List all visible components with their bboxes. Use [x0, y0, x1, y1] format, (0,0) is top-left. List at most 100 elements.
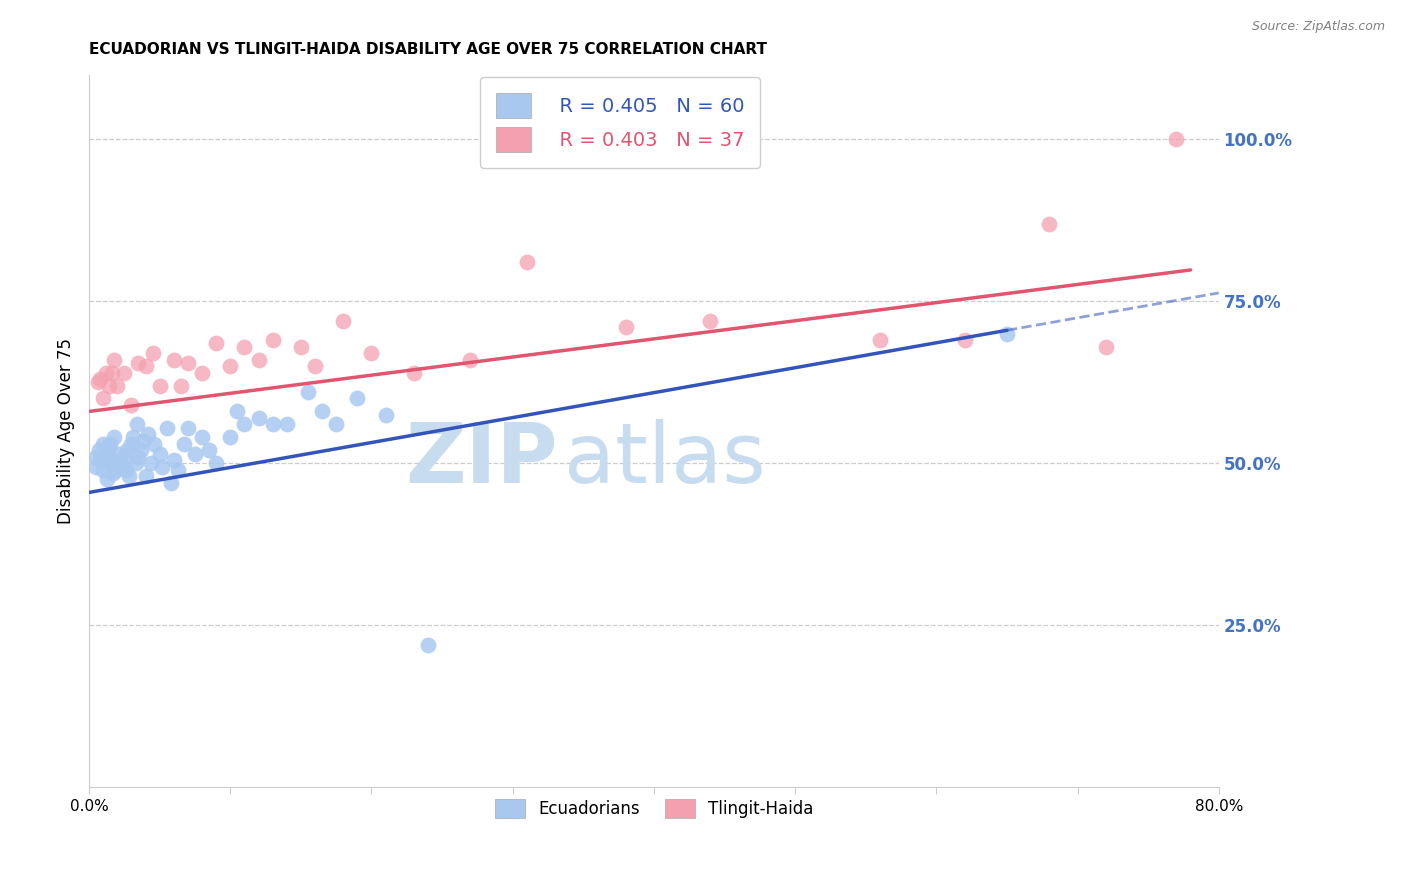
- Point: [262, 333, 284, 347]
- Point: [402, 366, 425, 380]
- Point: [135, 359, 157, 373]
- Point: [360, 346, 382, 360]
- Point: [699, 314, 721, 328]
- Point: [346, 392, 368, 406]
- Point: [91, 463, 114, 477]
- Point: [205, 336, 228, 351]
- Point: [184, 446, 207, 460]
- Point: [91, 392, 114, 406]
- Point: [219, 359, 242, 373]
- Point: [98, 437, 121, 451]
- Point: [219, 430, 242, 444]
- Point: [110, 459, 132, 474]
- Point: [89, 453, 111, 467]
- Point: [156, 420, 179, 434]
- Point: [163, 352, 186, 367]
- Point: [1094, 340, 1116, 354]
- Point: [121, 430, 143, 444]
- Point: [135, 469, 157, 483]
- Point: [1166, 132, 1188, 146]
- Point: [869, 333, 891, 347]
- Point: [101, 466, 124, 480]
- Point: [100, 456, 122, 470]
- Point: [233, 340, 256, 354]
- Text: ECUADORIAN VS TLINGIT-HAIDA DISABILITY AGE OVER 75 CORRELATION CHART: ECUADORIAN VS TLINGIT-HAIDA DISABILITY A…: [89, 42, 768, 57]
- Point: [516, 255, 538, 269]
- Point: [297, 384, 319, 399]
- Text: Source: ZipAtlas.com: Source: ZipAtlas.com: [1251, 20, 1385, 33]
- Point: [97, 440, 120, 454]
- Point: [141, 456, 163, 470]
- Point: [108, 453, 131, 467]
- Point: [233, 417, 256, 432]
- Point: [205, 456, 228, 470]
- Point: [103, 352, 125, 367]
- Point: [107, 446, 129, 460]
- Point: [191, 366, 214, 380]
- Point: [97, 378, 120, 392]
- Point: [112, 366, 135, 380]
- Point: [105, 456, 128, 470]
- Point: [142, 346, 165, 360]
- Text: ZIP: ZIP: [405, 419, 558, 500]
- Point: [177, 420, 200, 434]
- Point: [91, 437, 114, 451]
- Point: [247, 352, 270, 367]
- Point: [276, 417, 298, 432]
- Point: [128, 450, 150, 464]
- Point: [374, 408, 396, 422]
- Point: [198, 443, 221, 458]
- Point: [995, 326, 1018, 341]
- Point: [100, 366, 122, 380]
- Point: [247, 411, 270, 425]
- Point: [152, 459, 174, 474]
- Point: [103, 430, 125, 444]
- Point: [311, 404, 333, 418]
- Point: [177, 356, 200, 370]
- Point: [125, 417, 148, 432]
- Point: [149, 446, 172, 460]
- Point: [304, 359, 326, 373]
- Point: [91, 450, 114, 464]
- Point: [86, 376, 108, 390]
- Point: [614, 320, 637, 334]
- Point: [87, 443, 110, 458]
- Point: [325, 417, 347, 432]
- Point: [191, 430, 214, 444]
- Point: [131, 443, 153, 458]
- Point: [112, 450, 135, 464]
- Point: [163, 453, 186, 467]
- Point: [84, 459, 107, 474]
- Point: [138, 427, 160, 442]
- Point: [115, 443, 138, 458]
- Point: [94, 366, 117, 380]
- Point: [290, 340, 312, 354]
- Point: [460, 352, 482, 367]
- Point: [149, 378, 172, 392]
- Point: [416, 638, 439, 652]
- Point: [96, 473, 118, 487]
- Point: [1038, 217, 1060, 231]
- Point: [953, 333, 976, 347]
- Point: [332, 314, 354, 328]
- Point: [120, 398, 142, 412]
- Point: [84, 450, 107, 464]
- Text: atlas: atlas: [564, 419, 765, 500]
- Point: [170, 378, 193, 392]
- Legend: Ecuadorians, Tlingit-Haida: Ecuadorians, Tlingit-Haida: [488, 793, 820, 825]
- Point: [104, 463, 127, 477]
- Point: [132, 434, 155, 448]
- Point: [262, 417, 284, 432]
- Point: [173, 437, 195, 451]
- Point: [143, 437, 166, 451]
- Point: [124, 456, 146, 470]
- Point: [128, 356, 150, 370]
- Point: [89, 372, 111, 386]
- Point: [117, 469, 139, 483]
- Point: [167, 463, 190, 477]
- Point: [105, 378, 128, 392]
- Point: [94, 456, 117, 470]
- Y-axis label: Disability Age Over 75: Disability Age Over 75: [58, 338, 75, 524]
- Point: [120, 437, 142, 451]
- Point: [98, 450, 121, 464]
